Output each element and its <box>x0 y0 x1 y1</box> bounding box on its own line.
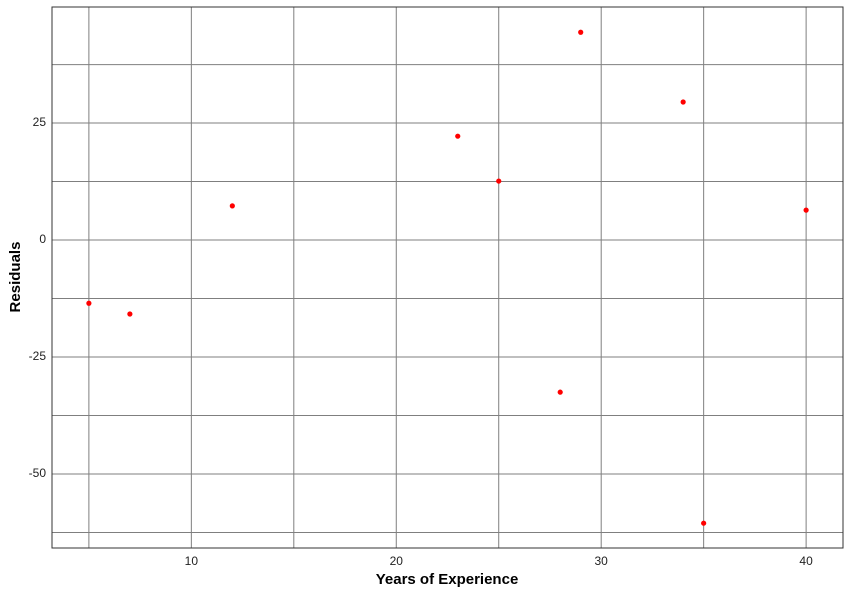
point <box>701 520 707 526</box>
point <box>127 311 133 317</box>
point <box>455 133 461 139</box>
y-tick-label: 25 <box>33 115 47 129</box>
point <box>680 99 686 105</box>
point <box>578 29 584 35</box>
x-tick-label: 40 <box>799 554 813 568</box>
point <box>557 389 563 395</box>
point <box>229 203 235 209</box>
x-tick-label: 20 <box>390 554 404 568</box>
x-tick-label: 30 <box>595 554 609 568</box>
y-tick-label: -25 <box>29 349 47 363</box>
point <box>803 207 809 213</box>
y-tick-label: -50 <box>29 466 47 480</box>
plot-border <box>51 6 844 549</box>
y-tick-label: 0 <box>39 232 46 246</box>
x-tick-label: 10 <box>185 554 199 568</box>
point <box>86 300 92 306</box>
point <box>496 178 502 184</box>
x-axis-title: Years of Experience <box>376 571 519 588</box>
y-axis-title: Residuals <box>7 242 24 313</box>
